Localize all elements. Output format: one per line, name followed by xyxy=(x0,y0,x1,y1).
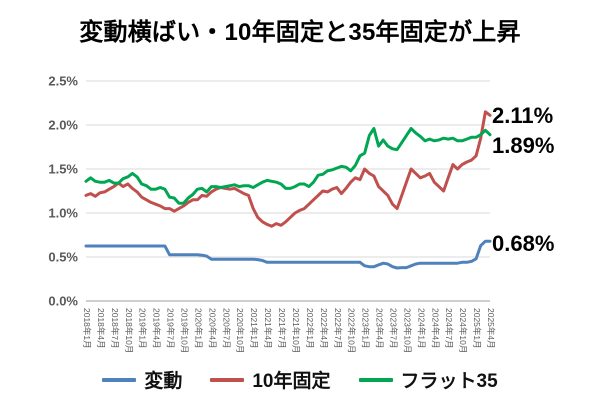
legend-label: フラット35 xyxy=(400,371,498,392)
x-axis-label: 2020年4月 xyxy=(207,308,217,349)
series-line-10yr-fixed xyxy=(84,110,492,228)
y-axis-label: 0.5% xyxy=(48,250,78,265)
x-axis-label: 2020年7月 xyxy=(221,308,231,349)
y-axis-label: 2.0% xyxy=(48,118,78,133)
x-axis-label: 2018年4月 xyxy=(96,308,106,349)
x-axis-label: 2023年1月 xyxy=(361,308,371,349)
x-axis-label: 2025年1月 xyxy=(472,308,482,349)
legend-line-swatch xyxy=(102,377,137,382)
annotation-10yr-fixed-rate: 2.11% xyxy=(492,103,554,128)
x-axis-label: 2020年10月 xyxy=(235,308,245,353)
x-axis-label: 2018年7月 xyxy=(110,308,120,349)
x-axis-label: 2023年4月 xyxy=(375,308,385,349)
x-axis-label: 2022年1月 xyxy=(305,308,315,349)
x-axis-label: 2023年10月 xyxy=(402,308,412,353)
x-axis-label: 2019年1月 xyxy=(138,308,148,349)
x-axis-label: 2021年10月 xyxy=(291,308,301,353)
x-axis-label: 2025年4月 xyxy=(486,308,496,349)
series-line-flat35 xyxy=(84,127,492,205)
legend-label: 10年固定 xyxy=(252,371,331,392)
legend-label: 変動 xyxy=(144,371,183,392)
x-axis-label: 2024年7月 xyxy=(444,308,454,349)
x-axis-label: 2018年1月 xyxy=(82,308,92,349)
chart-legend: 変動 10年固定 フラット35 xyxy=(0,366,600,393)
x-axis-label: 2018年10月 xyxy=(124,308,134,353)
legend-line-swatch xyxy=(358,377,393,382)
x-axis-label: 2019年10月 xyxy=(180,308,190,353)
x-axis-label: 2019年4月 xyxy=(152,308,162,349)
line-chart: 0.0% 0.5% 1.0% 1.5% 2.0% 2.5% 2018年1月 2018年4月 20… xyxy=(48,74,496,354)
x-axis-label: 2022年7月 xyxy=(333,308,343,349)
x-axis-label: 2021年7月 xyxy=(277,308,287,349)
x-axis-label: 2022年4月 xyxy=(319,308,329,349)
annotation-flat35-rate: 1.89% xyxy=(492,133,555,158)
x-axis-label: 2023年7月 xyxy=(388,308,398,349)
y-axis-label: 1.5% xyxy=(48,162,78,177)
x-axis-label: 2024年10月 xyxy=(458,308,468,353)
x-axis-label: 2019年7月 xyxy=(166,308,176,349)
x-axis-label: 2022年10月 xyxy=(347,308,357,353)
y-axis-label: 1.0% xyxy=(48,206,78,221)
series-line-variable xyxy=(84,239,492,270)
y-axis-label: 0.0% xyxy=(48,294,78,309)
annotation-variable-rate: 0.68% xyxy=(492,231,555,256)
chart-title: 変動横ばい・10年固定と35年固定が上昇 xyxy=(79,19,521,46)
legend-item: 10年固定 xyxy=(210,366,331,393)
legend-item: フラット35 xyxy=(358,366,498,393)
y-axis-label: 2.5% xyxy=(48,74,78,89)
x-axis-label: 2024年1月 xyxy=(416,308,426,349)
x-axis-label: 2024年4月 xyxy=(430,308,440,349)
legend-line-swatch xyxy=(210,377,245,382)
legend-item: 変動 xyxy=(102,366,182,393)
x-axis-label: 2021年4月 xyxy=(263,308,273,349)
x-axis-label: 2020年1月 xyxy=(193,308,203,349)
x-axis-label: 2021年1月 xyxy=(249,308,259,349)
